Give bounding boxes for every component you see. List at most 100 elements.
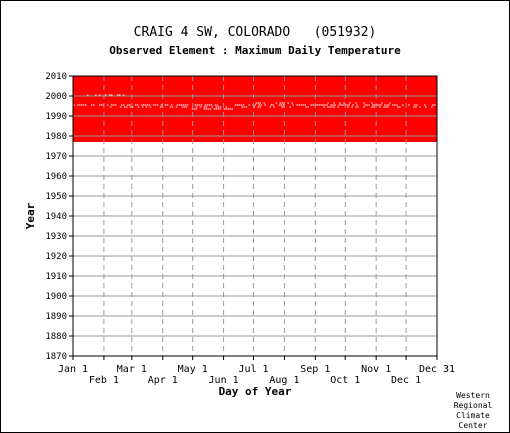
missing-mark bbox=[248, 104, 251, 106]
missing-mark bbox=[210, 104, 213, 106]
chart-subtitle: Observed Element : Maximum Daily Tempera… bbox=[109, 44, 401, 57]
data-block bbox=[73, 76, 437, 142]
missing-mark bbox=[137, 106, 140, 108]
missing-mark bbox=[183, 106, 186, 108]
missing-mark bbox=[320, 104, 322, 106]
missing-mark bbox=[225, 108, 228, 110]
missing-mark bbox=[351, 106, 353, 108]
missing-mark bbox=[236, 104, 239, 106]
missing-mark bbox=[213, 108, 216, 110]
missing-mark bbox=[254, 104, 257, 106]
x-tick-label: May 1 bbox=[178, 364, 208, 375]
missing-mark bbox=[106, 104, 109, 106]
missing-mark bbox=[323, 106, 325, 108]
missing-mark bbox=[196, 104, 199, 106]
missing-mark bbox=[434, 104, 436, 106]
missing-mark bbox=[431, 106, 433, 108]
credit-line: Center bbox=[458, 421, 488, 430]
missing-mark bbox=[372, 104, 374, 106]
missing-mark bbox=[371, 102, 373, 104]
missing-mark bbox=[385, 106, 387, 108]
missing-mark bbox=[364, 104, 366, 106]
missing-mark bbox=[259, 102, 262, 104]
missing-mark bbox=[203, 106, 206, 108]
missing-mark bbox=[240, 104, 243, 106]
y-tick-label: 1890 bbox=[45, 312, 67, 322]
x-tick-label: Mar 1 bbox=[117, 364, 147, 375]
missing-mark bbox=[203, 108, 206, 110]
missing-mark bbox=[238, 104, 241, 106]
x-tick-label: Aug 1 bbox=[269, 375, 299, 386]
missing-mark bbox=[386, 104, 388, 106]
missing-mark bbox=[175, 106, 178, 108]
credit-block: Western Regional Climate Center bbox=[453, 391, 493, 431]
missing-mark bbox=[255, 102, 258, 104]
missing-mark bbox=[129, 106, 132, 108]
missing-mark bbox=[142, 104, 145, 106]
missing-mark bbox=[78, 104, 81, 106]
missing-mark bbox=[381, 102, 383, 104]
missing-mark bbox=[131, 106, 134, 108]
missing-mark bbox=[92, 104, 95, 106]
missing-mark bbox=[292, 104, 294, 106]
missing-mark bbox=[211, 106, 214, 108]
y-tick-label: 1970 bbox=[45, 152, 67, 162]
missing-mark bbox=[378, 104, 380, 106]
x-tick-label: Dec 1 bbox=[391, 375, 421, 386]
missing-mark bbox=[257, 102, 260, 104]
x-tick-label: Jun 1 bbox=[209, 375, 239, 386]
credit-line: Climate bbox=[456, 411, 490, 420]
missing-mark bbox=[225, 106, 228, 108]
missing-mark bbox=[374, 104, 376, 106]
missing-mark bbox=[329, 106, 331, 108]
missing-mark bbox=[136, 104, 139, 106]
missing-mark bbox=[108, 94, 111, 96]
missing-mark bbox=[215, 108, 218, 110]
missing-mark bbox=[269, 106, 272, 108]
missing-mark bbox=[310, 104, 312, 106]
missing-mark bbox=[258, 104, 261, 106]
missing-mark bbox=[339, 102, 341, 104]
missing-mark bbox=[312, 104, 314, 106]
y-tick-label: 1980 bbox=[45, 132, 67, 142]
missing-mark bbox=[191, 108, 194, 110]
missing-mark bbox=[394, 104, 396, 106]
missing-mark bbox=[241, 106, 244, 108]
missing-mark bbox=[432, 104, 434, 106]
missing-mark bbox=[104, 94, 107, 96]
missing-mark bbox=[279, 102, 282, 104]
missing-mark bbox=[126, 104, 129, 106]
missing-mark bbox=[199, 106, 202, 108]
missing-mark bbox=[207, 108, 210, 110]
chart-title: CRAIG 4 SW, COLORADO (051932) bbox=[133, 25, 377, 40]
missing-mark bbox=[231, 108, 234, 110]
missing-mark bbox=[331, 106, 333, 108]
missing-mark bbox=[396, 104, 398, 106]
missing-mark bbox=[376, 104, 378, 106]
y-tick-label: 1960 bbox=[45, 172, 67, 182]
missing-mark bbox=[304, 104, 306, 106]
missing-mark bbox=[217, 106, 220, 108]
missing-mark bbox=[215, 106, 218, 108]
x-tick-label: Jan 1 bbox=[58, 364, 88, 375]
missing-mark bbox=[355, 102, 357, 104]
credit-line: Western bbox=[456, 391, 490, 400]
missing-mark bbox=[278, 104, 281, 106]
missing-mark bbox=[366, 104, 368, 106]
missing-mark bbox=[216, 104, 219, 106]
missing-mark bbox=[363, 106, 365, 108]
missing-mark bbox=[110, 104, 113, 106]
missing-mark bbox=[389, 102, 391, 104]
missing-mark bbox=[170, 104, 173, 106]
missing-mark bbox=[122, 104, 125, 106]
missing-mark bbox=[305, 106, 307, 108]
missing-mark bbox=[125, 106, 128, 108]
missing-mark bbox=[298, 104, 300, 106]
missing-mark bbox=[260, 104, 263, 106]
missing-mark bbox=[257, 106, 260, 108]
y-tick-label: 1930 bbox=[45, 232, 67, 242]
missing-mark bbox=[414, 104, 416, 106]
missing-mark bbox=[123, 106, 126, 108]
missing-mark bbox=[152, 104, 155, 106]
